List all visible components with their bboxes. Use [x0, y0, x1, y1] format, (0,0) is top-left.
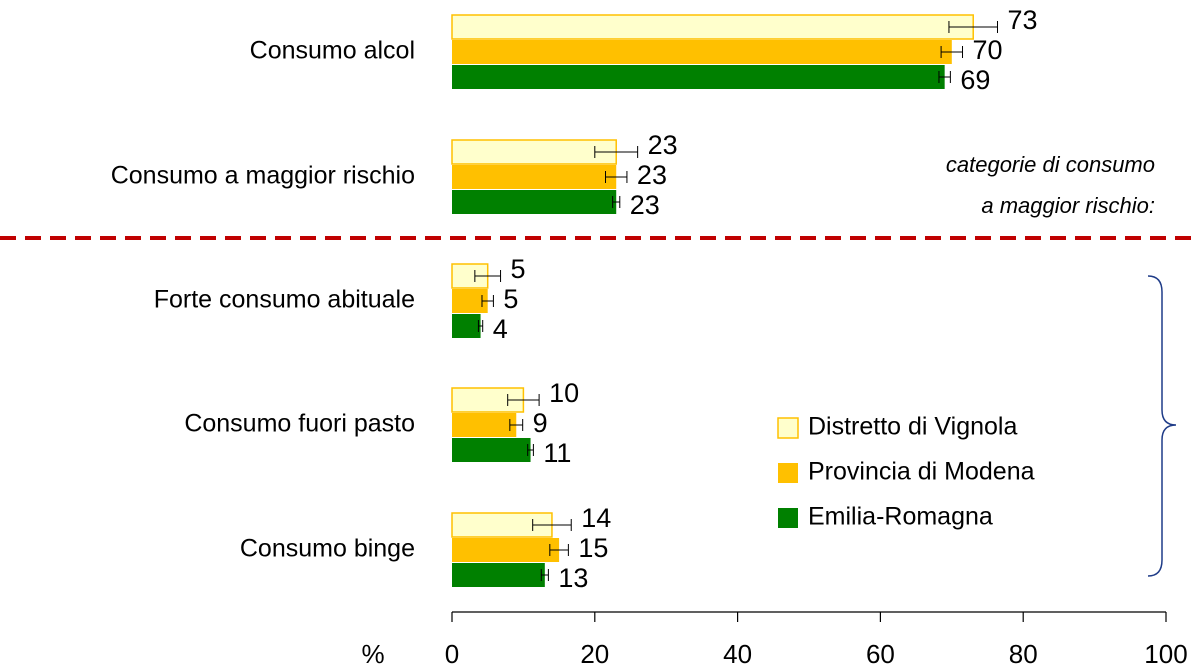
bar [452, 563, 545, 587]
category-label: Forte consumo abituale [154, 286, 415, 314]
x-axis-label: % [361, 639, 384, 669]
error-bar [938, 71, 951, 83]
data-label: 15 [578, 533, 608, 563]
annotation: a maggior rischio: [981, 193, 1155, 218]
x-tick-label: 40 [723, 639, 752, 669]
x-tick-label: 0 [445, 639, 459, 669]
bar [452, 65, 945, 89]
error-bar [948, 21, 998, 33]
legend-swatch [777, 417, 799, 439]
data-label: 23 [648, 130, 678, 160]
error-bar [532, 519, 572, 531]
data-label: 5 [503, 284, 518, 314]
data-label: 13 [558, 563, 588, 593]
category-label: Consumo binge [240, 535, 415, 563]
error-bar [474, 270, 502, 282]
bar [452, 413, 517, 437]
data-label: 4 [493, 314, 508, 344]
data-label: 69 [960, 65, 990, 95]
error-bar [527, 444, 534, 456]
category-label: Consumo a maggior rischio [111, 162, 415, 190]
data-label: 9 [533, 408, 548, 438]
legend-swatch [778, 463, 798, 483]
data-label: 10 [549, 378, 579, 408]
error-bar [481, 295, 494, 307]
x-tick-label: 80 [1009, 639, 1038, 669]
data-label: 73 [1007, 5, 1037, 35]
data-label: 70 [973, 35, 1003, 65]
legend-label: Provincia di Modena [808, 458, 1035, 486]
data-label: 23 [637, 160, 667, 190]
bar [452, 314, 481, 338]
error-bar [940, 46, 964, 58]
data-label: 14 [581, 503, 611, 533]
category-label: Consumo fuori pasto [184, 410, 415, 438]
x-tick-label: 20 [580, 639, 609, 669]
x-tick-label: 100 [1144, 639, 1187, 669]
data-label: 23 [630, 190, 660, 220]
error-bar [605, 171, 628, 183]
bar [451, 139, 617, 165]
bar [452, 538, 560, 562]
x-tick-label: 60 [866, 639, 895, 669]
data-label: 5 [511, 254, 526, 284]
bar [452, 190, 617, 214]
bar [451, 14, 974, 40]
error-bar [477, 320, 484, 332]
error-bar [507, 394, 540, 406]
brace [1147, 275, 1177, 577]
legend-label: Distretto di Vignola [808, 413, 1017, 441]
bar [452, 438, 531, 462]
annotation: categorie di consumo [946, 152, 1155, 177]
error-bar [540, 569, 549, 581]
legend-swatch [778, 508, 798, 528]
category-label: Consumo alcol [250, 37, 415, 65]
error-bar [612, 196, 621, 208]
bar [452, 40, 952, 64]
legend-label: Emilia-Romagna [808, 503, 993, 531]
error-bar [549, 544, 569, 556]
error-bar [594, 146, 639, 158]
data-label: 11 [543, 438, 571, 468]
bar [452, 165, 617, 189]
error-bar [509, 419, 524, 431]
